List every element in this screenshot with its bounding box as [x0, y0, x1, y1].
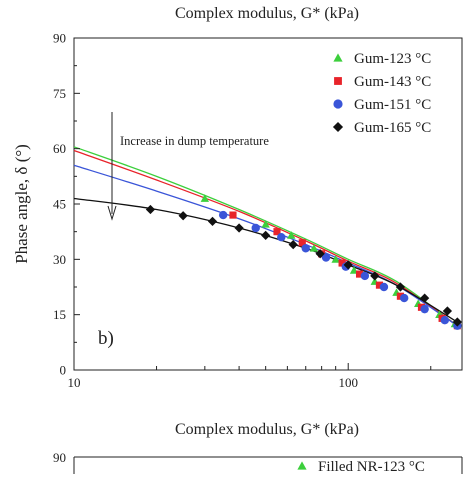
- data-point: [442, 306, 453, 316]
- panel-label: b): [98, 328, 114, 349]
- y-tick-label: 30: [53, 252, 66, 267]
- data-point: [218, 210, 228, 220]
- chart-title-2: Complex modulus, G* (kPa): [175, 421, 359, 438]
- down-arrow-icon: [107, 112, 117, 221]
- data-point: [301, 244, 310, 253]
- y-tick-label: 60: [53, 141, 66, 156]
- annotation-text: Increase in dump temperature: [120, 134, 269, 148]
- data-point: [251, 223, 260, 233]
- data-point: [420, 304, 429, 314]
- data-point: [288, 239, 298, 250]
- data-point: [207, 216, 218, 226]
- y-tick-label: 0: [60, 363, 67, 378]
- legend-marker: [333, 99, 343, 109]
- data-point: [331, 255, 340, 263]
- y-axis-ticks: 0 15 30 45 60 75 90: [53, 31, 80, 378]
- fit-curve: [73, 149, 458, 327]
- data-point: [360, 271, 370, 281]
- legend-label: Gum-151 °C: [354, 97, 431, 113]
- y-tick-label: 90: [53, 31, 66, 46]
- fit-curve: [73, 146, 456, 325]
- legend-label: Gum-143 °C: [354, 74, 431, 90]
- data-point: [298, 239, 306, 247]
- legend: Gum-123 °C Gum-143 °C Gum-151 °C Gum-165 °C: [332, 51, 431, 136]
- legend-marker: [334, 77, 342, 85]
- data-point: [273, 228, 281, 236]
- data-point: [338, 259, 346, 267]
- x-axis-ticks: 10 100: [68, 363, 432, 390]
- data-point: [396, 292, 404, 300]
- data-point: [287, 231, 296, 239]
- legend-2: Filled NR-123 °C: [297, 459, 425, 475]
- data-point: [200, 194, 210, 202]
- data-point: [234, 223, 244, 233]
- legend-marker: [333, 53, 343, 62]
- data-markers: [145, 194, 462, 330]
- legend-label: Gum-165 °C: [354, 120, 431, 136]
- data-point: [261, 230, 271, 240]
- data-point: [355, 270, 364, 278]
- legend-marker: [332, 121, 344, 133]
- fit-curve: [73, 197, 458, 323]
- plot-area: 0 15 30 45 60 75 90 10 100 b) Increase in dump …: [53, 31, 463, 390]
- chart-title: Complex modulus, G* (kPa): [175, 5, 359, 22]
- data-point: [395, 282, 406, 292]
- fit-curve: [73, 164, 458, 327]
- y-tick-label: 45: [53, 197, 66, 212]
- legend-label: Gum-123 °C: [354, 51, 431, 67]
- plot-area-2: 90 Filled NR-123 °C: [53, 450, 463, 475]
- x-tick-label: 10: [68, 375, 81, 390]
- data-point: [277, 233, 286, 242]
- y-tick-label: 75: [53, 86, 66, 101]
- legend-label: Filled NR-123 °C: [318, 459, 425, 474]
- data-point: [370, 271, 380, 281]
- data-point: [420, 293, 430, 303]
- y-tick-label-2: 90: [53, 450, 66, 465]
- data-point: [379, 282, 389, 292]
- data-point: [321, 253, 331, 262]
- data-point: [229, 211, 237, 219]
- data-point: [261, 220, 270, 228]
- data-point: [343, 260, 353, 270]
- data-point: [315, 249, 325, 259]
- legend-marker: [297, 461, 307, 470]
- data-point: [178, 211, 188, 221]
- data-point: [145, 204, 156, 215]
- data-point: [452, 317, 462, 327]
- y-tick-label: 15: [53, 307, 66, 322]
- data-point: [440, 316, 449, 325]
- x-tick-label: 100: [338, 375, 358, 390]
- data-point: [375, 281, 384, 289]
- data-point: [309, 244, 319, 252]
- data-point: [399, 293, 409, 303]
- y-axis-label: Phase angle, δ (°): [12, 144, 31, 264]
